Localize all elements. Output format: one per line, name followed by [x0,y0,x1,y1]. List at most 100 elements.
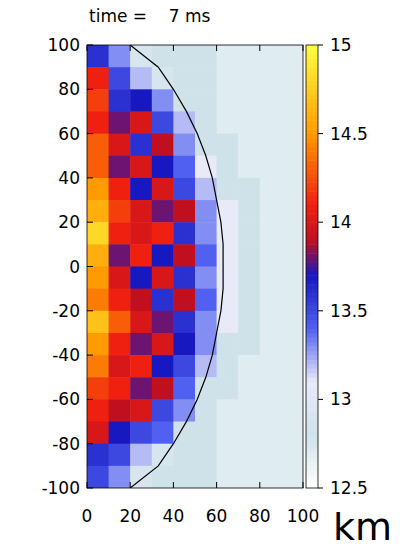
cell [87,156,109,179]
x-tick [259,45,260,51]
cell [217,134,239,157]
colorbar-step [306,200,318,205]
cell [152,311,174,334]
cell [173,311,195,334]
x-tick [173,45,174,51]
cell [281,45,303,68]
colorbar-step [306,45,318,50]
y-tick [87,266,93,267]
cell [260,244,282,267]
cell [109,222,131,245]
cell [260,377,282,400]
y-tick [87,177,93,178]
cell [260,45,282,68]
cell [130,111,152,134]
cell [109,377,131,400]
cell [281,377,303,400]
y-tick [87,355,93,356]
colorbar-tick [318,310,323,311]
colorbar-step [306,360,318,365]
cell [109,178,131,201]
cell [87,244,109,267]
x-tick-label: 40 [163,506,185,526]
cell [87,222,109,245]
cell [152,399,174,422]
colorbar-step [306,107,318,112]
colorbar-step [306,417,318,422]
colorbar-step [306,373,318,378]
cell [152,244,174,267]
cell [152,355,174,378]
cell [152,222,174,245]
colorbar-step [306,169,318,174]
colorbar-label: 12.5 [330,478,368,498]
cell [281,89,303,112]
y-tick [87,222,93,223]
colorbar-step [306,89,318,94]
colorbar-step [306,76,318,81]
colorbar-label: 13.5 [330,301,368,321]
cell [109,355,131,378]
cell [109,289,131,312]
cell [260,178,282,201]
cell [152,89,174,112]
colorbar-step [306,435,318,440]
colorbar-step [306,298,318,303]
y-tick-label: 20 [58,212,80,232]
cell [130,200,152,223]
colorbar-tick [318,399,323,400]
x-tick-label: 80 [249,506,271,526]
cell [238,355,260,378]
colorbar-step [306,444,318,449]
x-tick-label: 60 [206,506,228,526]
cell [109,45,131,68]
cell [217,222,239,245]
colorbar-step [306,333,318,338]
colorbar-step [306,235,318,240]
colorbar-step [306,408,318,413]
y-tick-label: 0 [69,257,80,277]
cell [87,399,109,422]
colorbar-step [306,116,318,121]
cell [217,67,239,90]
colorbar-step [306,125,318,130]
x-tick [303,482,304,488]
cell [281,333,303,356]
cell [109,67,131,90]
y-tick [87,399,93,400]
colorbar-step [306,422,318,427]
cell [281,178,303,201]
cell [238,67,260,90]
colorbar-step [306,182,318,187]
colorbar-step [306,258,318,263]
cell [281,200,303,223]
colorbar-step [306,218,318,223]
colorbar-step [306,187,318,192]
cell [238,333,260,356]
cell [152,67,174,90]
cell [281,355,303,378]
x-tick-label: 20 [119,506,141,526]
cell [130,422,152,445]
cell [195,267,217,290]
colorbar-step [306,439,318,444]
x-tick [216,482,217,488]
colorbar-step [306,386,318,391]
colorbar-step [306,342,318,347]
colorbar-step [306,329,318,334]
colorbar-step [306,346,318,351]
cell [195,399,217,422]
cell [130,311,152,334]
y-tick-label: -80 [52,434,80,454]
cell [238,178,260,201]
cell [130,67,152,90]
cell [260,355,282,378]
cell [217,444,239,467]
colorbar-step [306,244,318,249]
colorbar-step [306,213,318,218]
y-tick-label: 40 [58,168,80,188]
colorbar-step [306,382,318,387]
cell [152,134,174,157]
cell [109,422,131,445]
shock-front [130,45,223,488]
